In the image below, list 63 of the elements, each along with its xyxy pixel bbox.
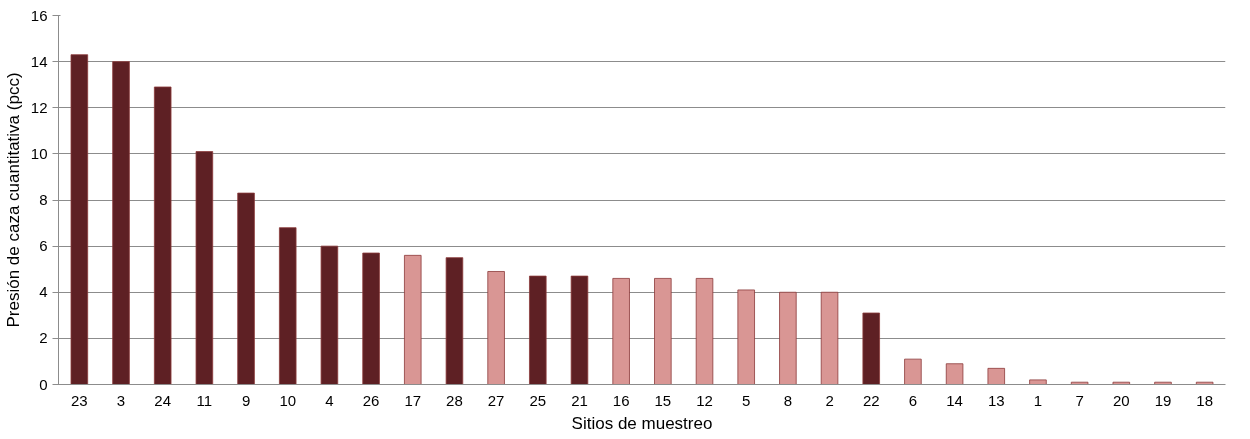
bar: [237, 192, 255, 385]
bar: [570, 275, 589, 385]
bar: [279, 227, 297, 385]
x-tick-label: 10: [279, 391, 297, 409]
bar: [404, 254, 422, 385]
x-tick-label: 15: [654, 391, 672, 409]
x-tick-label: 2: [825, 391, 834, 409]
bar: [737, 289, 755, 385]
x-tick-label: 8: [783, 391, 793, 409]
x-tick-label: 19: [1154, 391, 1172, 409]
y-tick-label: 16: [30, 6, 48, 24]
x-tick-label: 22: [862, 391, 880, 409]
y-tick-label: 6: [39, 237, 48, 255]
y-tick-label: 0: [39, 375, 48, 393]
x-tick-label: 3: [116, 391, 126, 409]
x-tick-label: 18: [1196, 391, 1214, 409]
y-tick-label: 4: [39, 283, 48, 301]
x-tick-label: 21: [571, 391, 588, 409]
bar: [612, 278, 630, 385]
bar: [320, 245, 339, 385]
bar: [195, 151, 214, 385]
bar: [1029, 379, 1047, 385]
x-tick-label: 23: [71, 391, 88, 409]
x-tick-label: 5: [742, 391, 751, 409]
y-tick-label: 8: [39, 191, 48, 208]
x-tick-label: 7: [1075, 391, 1084, 409]
x-tick-label: 13: [987, 391, 1005, 409]
y-tick-label: 2: [39, 329, 48, 347]
y-tick-label: 10: [30, 144, 48, 162]
bar: [70, 54, 89, 385]
x-tick-label: 25: [529, 391, 547, 409]
x-tick-label: 12: [696, 391, 713, 409]
bar: [654, 278, 672, 385]
x-tick-label: 4: [325, 391, 334, 409]
x-tick-label: 1: [1033, 391, 1043, 409]
bar: [487, 271, 505, 385]
bar: [862, 312, 880, 385]
x-tick-label: 27: [487, 391, 505, 409]
x-tick-label: 6: [908, 391, 918, 409]
bar: [945, 363, 964, 385]
y-tick-label: 14: [30, 52, 48, 70]
x-tick-label: 16: [612, 391, 630, 409]
bar: [695, 278, 714, 385]
y-axis-title: Presión de caza cuantitativa (pcc): [3, 72, 23, 328]
bar: [362, 252, 380, 385]
x-tick-label: 9: [241, 391, 251, 409]
x-tick-label: 26: [362, 391, 380, 409]
bar: [904, 358, 922, 385]
x-axis-title: Sitios de muestreo: [571, 413, 713, 433]
x-tick-label: 11: [196, 391, 213, 409]
bar: [445, 257, 464, 385]
x-tick-label: 24: [154, 391, 172, 409]
x-tick-label: 28: [446, 391, 463, 409]
bar: [987, 367, 1005, 385]
bar: [153, 86, 172, 385]
bar: [779, 291, 797, 385]
x-tick-label: 14: [946, 391, 963, 409]
bar: [820, 291, 839, 385]
bar: [529, 275, 547, 385]
x-tick-label: 17: [404, 391, 422, 409]
y-tick-label: 12: [30, 98, 48, 116]
bar: [112, 61, 130, 385]
x-tick-label: 20: [1112, 391, 1130, 409]
